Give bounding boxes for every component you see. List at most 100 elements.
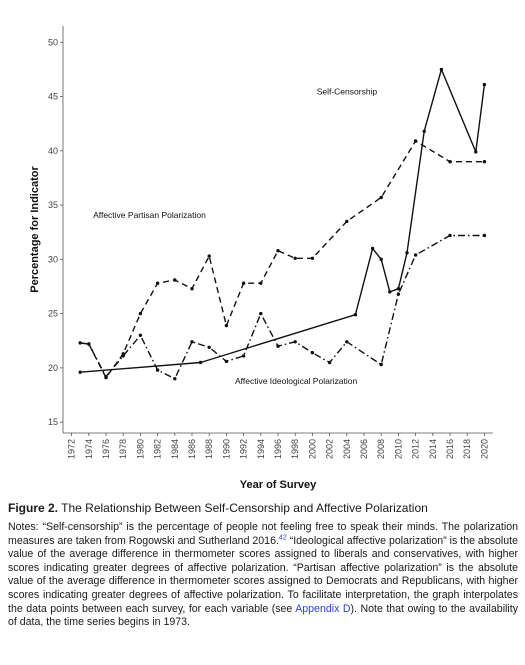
data-point <box>259 281 263 285</box>
data-point <box>405 251 409 255</box>
data-point <box>413 253 418 257</box>
x-tick-label: 1998 <box>290 439 300 459</box>
data-point <box>78 370 82 374</box>
data-point <box>259 311 263 316</box>
y-tick-label: 50 <box>48 37 58 47</box>
plot-panel <box>62 26 493 434</box>
notes-part-1: Notes: “Self-censorship” is the percenta… <box>8 521 518 547</box>
x-tick-label: 1976 <box>101 439 111 459</box>
y-tick-label: 30 <box>48 254 58 264</box>
annotations: Self-Censorship Affective Partisan Polari… <box>93 86 377 386</box>
x-tick-label: 2002 <box>325 439 335 459</box>
notes-part-2: “Ideological affective polarization” is … <box>8 534 518 615</box>
data-point <box>198 360 203 365</box>
data-point <box>241 354 246 358</box>
series-line-dashed <box>80 140 485 379</box>
data-point <box>413 139 418 143</box>
x-tick-label: 1996 <box>273 439 283 459</box>
x-tick-label: 2012 <box>411 439 421 459</box>
line-chart: 15 20 25 30 35 40 45 50 1972 1974 1976 1978 1980 198… <box>29 26 493 491</box>
data-point <box>87 342 91 346</box>
x-tick-label: 1980 <box>135 439 145 459</box>
data-point <box>482 233 487 238</box>
y-tick-label: 35 <box>48 200 58 210</box>
figure-title: Figure 2. The Relationship Between Self-… <box>8 501 518 516</box>
x-tick-label: 1986 <box>187 439 197 459</box>
figure-caption: Figure 2. The Relationship Between Self-… <box>8 501 518 630</box>
x-tick-label: 2014 <box>428 439 438 459</box>
data-point <box>78 341 82 345</box>
data-point <box>173 278 177 282</box>
data-point <box>310 256 315 260</box>
y-axis-title: Percentage for Indicator <box>29 166 41 293</box>
x-tick-label: 2016 <box>445 439 455 459</box>
data-point <box>207 254 211 258</box>
data-point <box>482 82 487 87</box>
x-axis-title: Year of Survey <box>240 479 317 491</box>
x-axis-ticks: 1972 1974 1976 1978 1980 1982 1984 1986 1988 1990… <box>67 433 489 459</box>
data-point <box>224 359 229 364</box>
x-tick-label: 2018 <box>462 439 472 459</box>
x-tick-label: 2010 <box>393 439 403 459</box>
data-point <box>482 160 487 164</box>
data-point <box>327 360 332 365</box>
x-tick-label: 2020 <box>479 439 489 459</box>
data-point <box>241 281 246 285</box>
x-tick-label: 1972 <box>67 439 77 459</box>
x-tick-label: 2008 <box>376 439 386 459</box>
series-layer <box>78 67 487 381</box>
figure-title-text: The Relationship Between Self-Censorship… <box>61 501 428 515</box>
data-point <box>293 340 297 344</box>
data-point <box>173 377 177 381</box>
footnote-ref[interactable]: 42 <box>278 534 287 542</box>
y-tick-label: 20 <box>48 363 58 373</box>
x-tick-label: 1984 <box>170 439 180 459</box>
data-point <box>422 129 426 133</box>
x-tick-label: 1990 <box>221 439 231 459</box>
y-tick-label: 15 <box>48 417 58 427</box>
data-point <box>276 344 280 348</box>
figure-label: Figure 2. <box>8 501 59 515</box>
data-point <box>276 249 280 253</box>
notes-part-3: ). Note that owing to the availability o… <box>8 602 518 629</box>
series-line-dashdot <box>80 234 485 380</box>
x-tick-label: 2004 <box>342 439 352 459</box>
data-point <box>207 345 211 349</box>
data-point <box>388 290 392 294</box>
data-point <box>474 150 478 154</box>
data-point <box>353 313 358 317</box>
data-point <box>439 67 444 72</box>
data-point <box>448 233 452 238</box>
data-point <box>345 340 349 344</box>
appendix-d-link[interactable]: Appendix D <box>295 602 351 615</box>
data-point <box>379 362 383 367</box>
x-tick-label: 1994 <box>256 439 266 459</box>
data-point <box>396 287 401 291</box>
series-annotation: Self-Censorship <box>317 86 378 96</box>
data-point <box>310 351 315 355</box>
y-tick-label: 25 <box>48 309 58 319</box>
data-point <box>396 292 401 296</box>
data-point <box>155 281 160 285</box>
data-point <box>138 311 143 316</box>
data-point <box>155 368 160 372</box>
series-annotation: Affective Partisan Polarization <box>93 210 206 220</box>
x-tick-label: 1988 <box>204 439 214 459</box>
series-annotation: Affective Ideological Polarization <box>235 376 357 386</box>
data-point <box>190 340 194 344</box>
data-point <box>448 160 452 164</box>
series-line-solid <box>80 68 486 373</box>
x-tick-label: 1992 <box>239 439 249 459</box>
data-point <box>379 195 383 200</box>
y-tick-label: 45 <box>48 92 58 102</box>
data-point <box>224 323 229 328</box>
data-point <box>190 287 194 291</box>
x-tick-label: 1982 <box>153 439 163 459</box>
x-tick-label: 1978 <box>118 439 128 459</box>
y-axis-ticks: 15 20 25 30 35 40 45 50 <box>48 37 63 427</box>
data-point <box>345 219 349 224</box>
data-point <box>293 256 297 260</box>
y-tick-label: 40 <box>48 146 58 156</box>
x-tick-label: 2006 <box>359 439 369 459</box>
x-tick-label: 1974 <box>84 439 94 459</box>
